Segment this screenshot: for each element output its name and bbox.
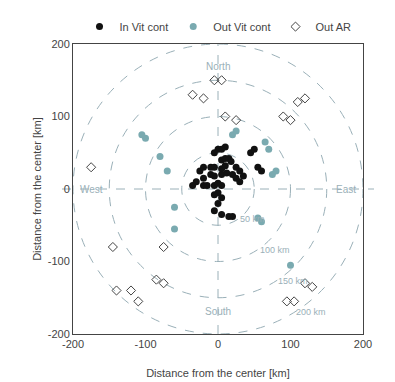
svg-text:0: 0 [64,183,70,195]
svg-text:150 km: 150 km [278,276,308,286]
svg-text:200 km: 200 km [296,307,326,317]
svg-text:Out Vit cont: Out Vit cont [213,21,270,33]
svg-text:-200: -200 [62,338,84,350]
svg-text:Distance from the center [km]: Distance from the center [km] [31,117,43,261]
svg-text:North: North [206,61,230,72]
svg-text:100: 100 [51,110,69,122]
svg-text:0: 0 [215,338,221,350]
svg-text:-200: -200 [48,328,70,340]
svg-text:South: South [205,306,231,317]
svg-text:200: 200 [354,338,372,350]
svg-text:West: West [80,184,103,195]
svg-text:Out AR: Out AR [316,21,352,33]
svg-text:In Vit cont: In Vit cont [120,21,169,33]
svg-text:-100: -100 [134,338,156,350]
svg-text:East: East [336,184,356,195]
svg-text:-100: -100 [48,255,70,267]
svg-text:100 km: 100 km [260,245,290,255]
svg-text:200: 200 [51,38,69,50]
svg-text:Distance from the center [km]: Distance from the center [km] [146,367,290,379]
svg-text:100: 100 [281,338,299,350]
svg-text:50 km: 50 km [240,214,265,224]
